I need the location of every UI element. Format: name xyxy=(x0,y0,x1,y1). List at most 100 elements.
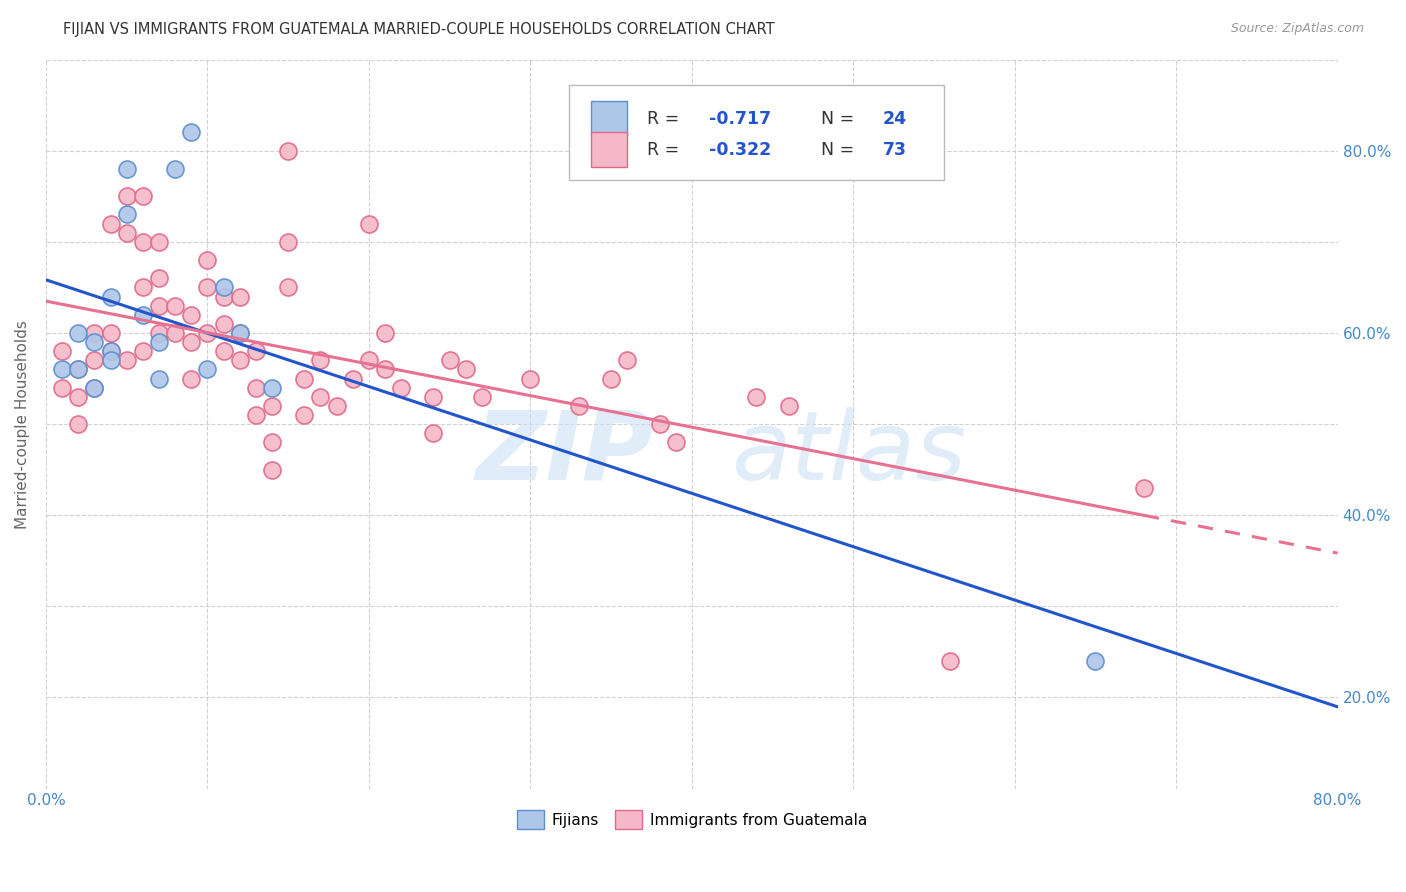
Point xyxy=(180,371,202,385)
Point xyxy=(778,399,800,413)
Point xyxy=(471,390,494,404)
Bar xyxy=(591,133,627,168)
Point xyxy=(374,326,396,340)
Text: N =: N = xyxy=(821,110,859,128)
Point xyxy=(165,299,187,313)
Point xyxy=(454,362,477,376)
Point xyxy=(51,362,73,376)
Point xyxy=(83,353,105,368)
Point xyxy=(648,417,671,431)
Point xyxy=(260,435,283,450)
Point xyxy=(212,289,235,303)
Point xyxy=(197,362,219,376)
Point xyxy=(115,161,138,176)
Point xyxy=(212,280,235,294)
Point xyxy=(325,399,347,413)
Point xyxy=(292,371,315,385)
Point xyxy=(197,280,219,294)
Point xyxy=(245,381,267,395)
Point xyxy=(939,654,962,668)
Point xyxy=(228,326,250,340)
Point xyxy=(212,344,235,359)
Point xyxy=(51,381,73,395)
Point xyxy=(228,326,250,340)
Point xyxy=(148,371,170,385)
Point xyxy=(67,362,90,376)
Point xyxy=(83,381,105,395)
Point xyxy=(197,253,219,268)
Point xyxy=(1133,481,1156,495)
Point xyxy=(374,362,396,376)
Point xyxy=(665,435,688,450)
Point xyxy=(309,353,332,368)
Point xyxy=(600,371,623,385)
Point xyxy=(100,217,122,231)
Point xyxy=(148,235,170,249)
Text: 73: 73 xyxy=(883,141,907,159)
Point xyxy=(568,399,591,413)
Point xyxy=(115,353,138,368)
Bar xyxy=(591,101,627,136)
Point xyxy=(180,334,202,349)
Point xyxy=(67,326,90,340)
Point xyxy=(100,353,122,368)
Text: 24: 24 xyxy=(883,110,907,128)
Point xyxy=(165,161,187,176)
Text: -0.717: -0.717 xyxy=(709,110,770,128)
Point xyxy=(132,308,155,322)
Point xyxy=(83,326,105,340)
Point xyxy=(83,334,105,349)
Point xyxy=(342,371,364,385)
Point xyxy=(132,235,155,249)
Point xyxy=(519,371,541,385)
Point xyxy=(115,207,138,221)
Point xyxy=(292,408,315,422)
Point xyxy=(389,381,412,395)
Point xyxy=(616,353,638,368)
Point xyxy=(245,408,267,422)
Point xyxy=(228,289,250,303)
Point xyxy=(100,344,122,359)
Point xyxy=(357,217,380,231)
Point xyxy=(148,334,170,349)
Point xyxy=(165,326,187,340)
Text: N =: N = xyxy=(821,141,859,159)
Point xyxy=(745,390,768,404)
Text: ZIP: ZIP xyxy=(475,407,652,500)
Point xyxy=(148,299,170,313)
Point xyxy=(100,289,122,303)
Point xyxy=(1084,654,1107,668)
Point xyxy=(357,353,380,368)
Point xyxy=(197,326,219,340)
Point xyxy=(148,271,170,285)
Point xyxy=(51,344,73,359)
Text: -0.322: -0.322 xyxy=(709,141,770,159)
Point xyxy=(245,344,267,359)
Point xyxy=(132,344,155,359)
Y-axis label: Married-couple Households: Married-couple Households xyxy=(15,319,30,528)
Point xyxy=(100,326,122,340)
Point xyxy=(67,362,90,376)
Point xyxy=(277,144,299,158)
Point xyxy=(422,426,444,441)
Point xyxy=(100,344,122,359)
Point xyxy=(180,308,202,322)
Point xyxy=(67,417,90,431)
Point xyxy=(228,353,250,368)
Point xyxy=(309,390,332,404)
Point xyxy=(260,381,283,395)
Text: R =: R = xyxy=(647,141,685,159)
Point xyxy=(180,126,202,140)
Point xyxy=(83,381,105,395)
Point xyxy=(212,317,235,331)
Text: Source: ZipAtlas.com: Source: ZipAtlas.com xyxy=(1230,22,1364,36)
Text: R =: R = xyxy=(647,110,685,128)
Point xyxy=(277,235,299,249)
Legend: Fijians, Immigrants from Guatemala: Fijians, Immigrants from Guatemala xyxy=(510,804,873,836)
Point xyxy=(260,399,283,413)
Point xyxy=(115,226,138,240)
Point xyxy=(277,280,299,294)
Point xyxy=(132,280,155,294)
Point xyxy=(148,326,170,340)
Point xyxy=(132,189,155,203)
